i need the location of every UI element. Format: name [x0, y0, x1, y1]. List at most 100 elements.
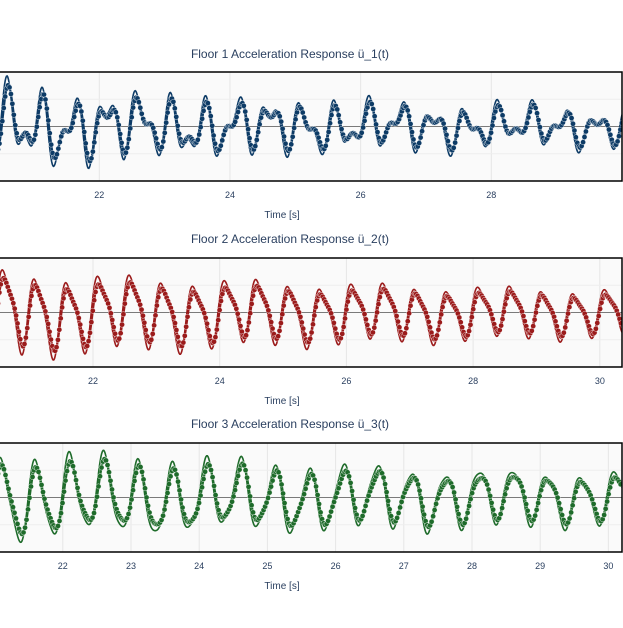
data-point	[521, 494, 528, 501]
data-point	[194, 506, 201, 512]
data-point	[114, 114, 121, 121]
data-point	[268, 319, 274, 325]
x-tick-label: 23	[126, 561, 136, 571]
data-point	[499, 112, 506, 119]
data-point	[304, 480, 310, 487]
data-point	[35, 114, 42, 120]
x-tick-label: 28	[468, 376, 478, 386]
data-point	[133, 470, 139, 476]
data-point	[90, 148, 96, 155]
plot-frame	[0, 257, 623, 368]
data-point	[371, 324, 378, 331]
data-point	[310, 321, 316, 328]
data-point	[531, 316, 538, 323]
data-point	[326, 513, 333, 520]
data-point	[42, 96, 49, 103]
data-point	[614, 138, 621, 145]
data-point	[131, 478, 138, 484]
data-point	[2, 93, 8, 100]
data-point	[343, 306, 350, 313]
data-point	[329, 314, 336, 321]
data-point	[170, 98, 177, 105]
data-point	[449, 484, 456, 490]
data-point	[0, 301, 1, 306]
data-point	[181, 333, 188, 339]
data-point	[583, 128, 589, 135]
data-point	[23, 516, 30, 523]
data-point	[35, 469, 42, 475]
data-point	[128, 496, 135, 503]
data-point	[127, 504, 133, 511]
data-point	[175, 478, 181, 485]
data-point	[21, 341, 28, 347]
data-point	[202, 468, 208, 475]
data-point	[265, 495, 271, 501]
data-point	[362, 503, 369, 509]
data-point	[268, 483, 274, 490]
data-point	[40, 489, 46, 495]
data-point	[107, 477, 114, 484]
data-point	[61, 488, 67, 495]
data-point	[467, 321, 474, 328]
data-point	[5, 485, 12, 492]
data-point	[42, 308, 49, 315]
data-point	[45, 117, 52, 124]
data-point	[278, 320, 284, 326]
data-point	[464, 509, 471, 516]
data-point	[163, 498, 169, 505]
data-point	[346, 473, 352, 480]
data-point	[59, 304, 65, 311]
data-point	[130, 487, 136, 493]
data-point	[456, 118, 463, 124]
data-point	[281, 500, 288, 506]
data-point	[288, 141, 295, 148]
data-point	[173, 114, 180, 120]
data-point	[89, 307, 96, 314]
data-point	[243, 117, 250, 123]
data-point	[364, 322, 371, 328]
data-point	[554, 494, 561, 501]
data-point	[44, 105, 50, 112]
data-point	[606, 126, 612, 133]
data-point	[142, 327, 149, 333]
floor-3-title: Floor 3 Acceleration Response ü_3(t)	[191, 417, 389, 431]
data-point	[530, 323, 536, 329]
data-point	[418, 495, 424, 502]
data-point	[361, 508, 367, 515]
data-point	[234, 310, 241, 317]
data-point	[311, 312, 318, 319]
data-point	[406, 113, 412, 120]
data-point	[6, 84, 13, 91]
data-point	[110, 324, 117, 330]
data-point	[56, 326, 63, 333]
data-point	[69, 120, 76, 126]
data-point	[269, 477, 276, 484]
data-point	[450, 144, 457, 151]
data-point	[364, 497, 370, 504]
data-point	[469, 490, 475, 496]
data-point	[184, 313, 191, 320]
data-point	[124, 144, 131, 151]
data-point	[0, 130, 4, 137]
data-point	[280, 302, 287, 309]
data-point	[339, 331, 346, 337]
x-tick-label: 22	[94, 190, 104, 200]
data-point	[350, 496, 357, 503]
data-point	[137, 104, 144, 111]
data-point	[563, 317, 570, 324]
data-point	[82, 140, 89, 147]
data-point	[128, 114, 135, 121]
data-point	[116, 335, 123, 342]
data-point	[435, 326, 442, 333]
data-point	[155, 294, 162, 301]
data-point	[617, 126, 622, 133]
data-point	[95, 483, 102, 490]
data-point	[522, 125, 529, 131]
data-point	[92, 503, 99, 509]
data-point	[436, 319, 443, 326]
data-point	[91, 510, 97, 516]
data-point	[392, 308, 399, 314]
data-point	[301, 114, 307, 121]
data-point	[24, 325, 31, 331]
x-tick-label: 24	[225, 190, 235, 200]
